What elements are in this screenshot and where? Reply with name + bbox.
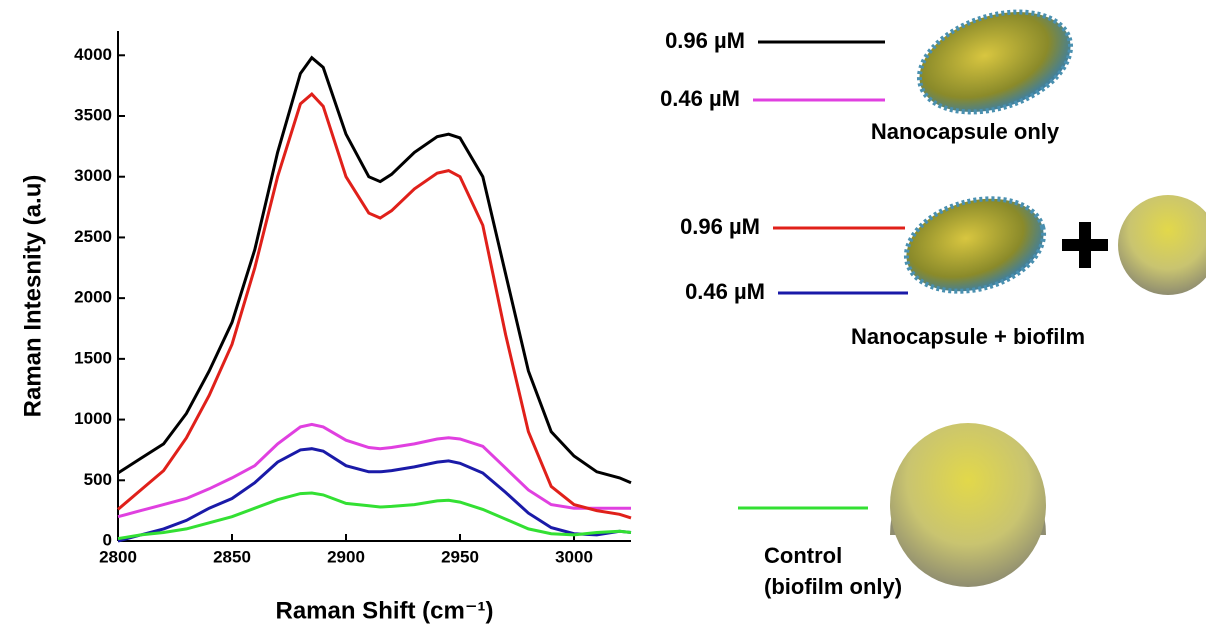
- biofilm-image: [890, 423, 1046, 587]
- y-tick-label: 3000: [74, 166, 112, 185]
- illustrations: [890, 9, 1206, 587]
- x-tick-label: 2900: [327, 547, 365, 566]
- y-tick-label: 2000: [74, 288, 112, 307]
- y-axis-title: Raman Intesnity (a.u): [19, 175, 46, 418]
- x-tick-label: 2800: [99, 547, 137, 566]
- x-tick-label: 2950: [441, 547, 479, 566]
- y-tick-label: 3500: [74, 105, 112, 124]
- series-line: [117, 92, 632, 520]
- series-line: [117, 422, 631, 519]
- y-tick-label: 2500: [74, 227, 112, 246]
- series-line: [117, 447, 632, 543]
- group-label: Nanocapsule only: [871, 119, 1060, 144]
- legend-label: 0.46 µM: [685, 279, 765, 304]
- biofilm-image: [1118, 195, 1206, 295]
- y-tick-label: 0: [103, 530, 112, 549]
- nanocapsule-image: [916, 9, 1074, 115]
- y-tick-label: 500: [84, 470, 112, 489]
- series-line: [117, 55, 632, 485]
- nanocapsule-image: [903, 196, 1047, 294]
- y-tick-label: 1000: [74, 409, 112, 428]
- x-tick-label: 3000: [555, 547, 593, 566]
- legend-label: 0.96 µM: [665, 28, 745, 53]
- x-axis-title: Raman Shift (cm⁻¹): [275, 597, 493, 624]
- group-label: Nanocapsule + biofilm: [851, 324, 1085, 349]
- x-tick-label: 2850: [213, 547, 251, 566]
- plus-sign: [1062, 222, 1108, 268]
- series-line: [117, 491, 632, 541]
- control-label: Control (biofilm only): [764, 543, 903, 599]
- legend-label: 0.46 µM: [660, 86, 740, 111]
- legend-label: 0.96 µM: [680, 214, 760, 239]
- y-tick-label: 4000: [74, 45, 112, 64]
- y-tick-label: 1500: [74, 348, 112, 367]
